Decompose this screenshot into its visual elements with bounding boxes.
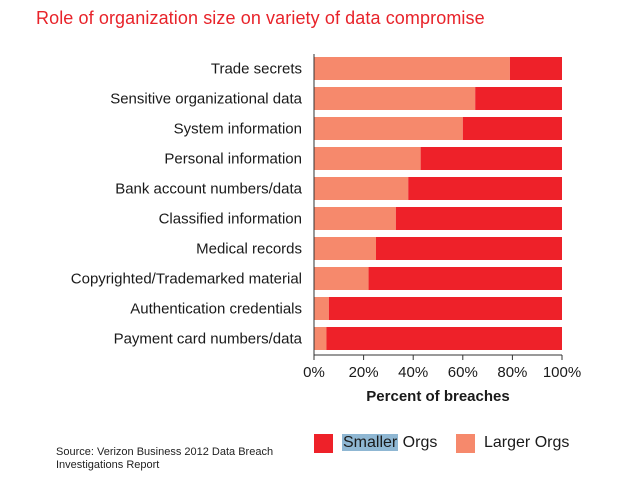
category-label: Personal information bbox=[164, 151, 302, 168]
legend-label-larger-orgs: Larger Orgs bbox=[484, 434, 570, 451]
source-note: Source: Verizon Business 2012 Data Breac… bbox=[56, 446, 274, 471]
x-tick-label: 60% bbox=[448, 364, 478, 381]
bar-smaller-orgs-5 bbox=[395, 207, 562, 230]
bar-smaller-orgs-0 bbox=[509, 57, 562, 80]
x-tick-label: 0% bbox=[303, 364, 325, 381]
category-label: Payment card numbers/data bbox=[114, 331, 303, 348]
x-tick-label: 20% bbox=[349, 364, 379, 381]
bar-larger-orgs-4 bbox=[314, 177, 409, 200]
bar-smaller-orgs-3 bbox=[420, 147, 562, 170]
legend-item-larger-orgs: Larger Orgs bbox=[456, 432, 569, 454]
legend-item-smaller-orgs: Smaller Orgs bbox=[314, 432, 437, 454]
bar-larger-orgs-7 bbox=[314, 267, 369, 290]
x-tick-label: 80% bbox=[497, 364, 527, 381]
x-tick-label: 100% bbox=[543, 364, 581, 381]
bar-smaller-orgs-7 bbox=[368, 267, 562, 290]
category-label: Authentication credentials bbox=[130, 301, 302, 318]
x-tick-label: 40% bbox=[398, 364, 428, 381]
legend-swatch-larger-orgs bbox=[456, 433, 475, 453]
bar-larger-orgs-2 bbox=[314, 117, 463, 140]
category-label: Classified information bbox=[159, 211, 302, 228]
bar-larger-orgs-5 bbox=[314, 207, 396, 230]
category-label: Medical records bbox=[196, 241, 302, 258]
category-label: Bank account numbers/data bbox=[115, 181, 302, 198]
x-axis-label: Percent of breaches bbox=[366, 388, 509, 405]
bar-larger-orgs-8 bbox=[314, 297, 329, 320]
category-label: Sensitive organizational data bbox=[110, 91, 302, 108]
category-label: Copyrighted/Trademarked material bbox=[71, 271, 302, 288]
bar-smaller-orgs-9 bbox=[326, 327, 562, 350]
bar-larger-orgs-6 bbox=[314, 237, 376, 260]
bar-larger-orgs-0 bbox=[314, 57, 510, 80]
bar-smaller-orgs-4 bbox=[408, 177, 562, 200]
bar-smaller-orgs-6 bbox=[376, 237, 562, 260]
bar-larger-orgs-9 bbox=[314, 327, 327, 350]
bar-smaller-orgs-1 bbox=[475, 87, 562, 110]
chart-legend: Smaller Orgs Larger Orgs bbox=[0, 432, 620, 456]
bar-smaller-orgs-8 bbox=[328, 297, 562, 320]
bar-larger-orgs-1 bbox=[314, 87, 476, 110]
bar-larger-orgs-3 bbox=[314, 147, 421, 170]
bar-smaller-orgs-2 bbox=[462, 117, 562, 140]
legend-label-smaller-orgs: Smaller Orgs bbox=[342, 434, 438, 451]
chart-title: Role of organization size on variety of … bbox=[36, 8, 485, 28]
category-label: Trade secrets bbox=[211, 61, 302, 78]
bar-chart: Trade secrets Sensitive organizational da… bbox=[71, 54, 581, 405]
category-label: System information bbox=[174, 121, 302, 138]
legend-swatch-smaller-orgs bbox=[314, 433, 333, 453]
